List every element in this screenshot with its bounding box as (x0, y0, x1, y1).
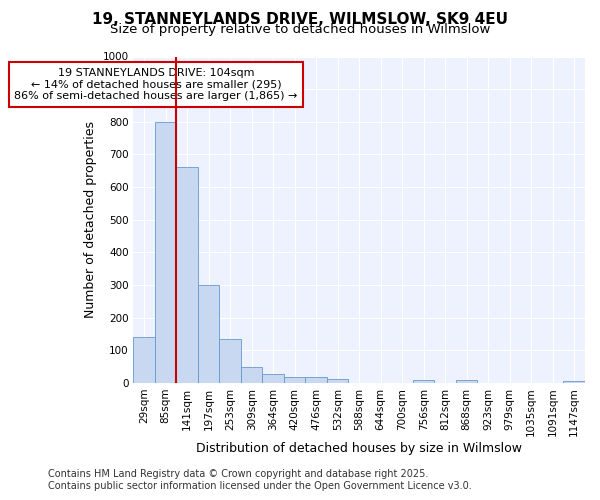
Bar (456, 380, 478, 383)
Text: 19 STANNEYLANDS DRIVE: 104sqm
← 14% of detached houses are smaller (295)
86% of : 19 STANNEYLANDS DRIVE: 104sqm ← 14% of d… (14, 68, 298, 101)
Bar (305, 377, 327, 383)
Bar (176, 168, 198, 383)
Bar (220, 339, 241, 383)
Y-axis label: Number of detached properties: Number of detached properties (84, 121, 97, 318)
Text: Size of property relative to detached houses in Wilmslow: Size of property relative to detached ho… (110, 22, 490, 36)
Text: Contains HM Land Registry data © Crown copyright and database right 2025.
Contai: Contains HM Land Registry data © Crown c… (48, 470, 472, 491)
Bar (133, 337, 155, 383)
Bar (284, 377, 305, 383)
Bar (262, 374, 284, 383)
Bar (241, 366, 262, 383)
Bar (413, 380, 434, 383)
X-axis label: Distribution of detached houses by size in Wilmslow: Distribution of detached houses by size … (196, 442, 522, 455)
Bar (563, 380, 585, 383)
Bar (155, 122, 176, 383)
Text: 19, STANNEYLANDS DRIVE, WILMSLOW, SK9 4EU: 19, STANNEYLANDS DRIVE, WILMSLOW, SK9 4E… (92, 12, 508, 28)
Bar (198, 285, 220, 383)
Bar (327, 378, 349, 383)
